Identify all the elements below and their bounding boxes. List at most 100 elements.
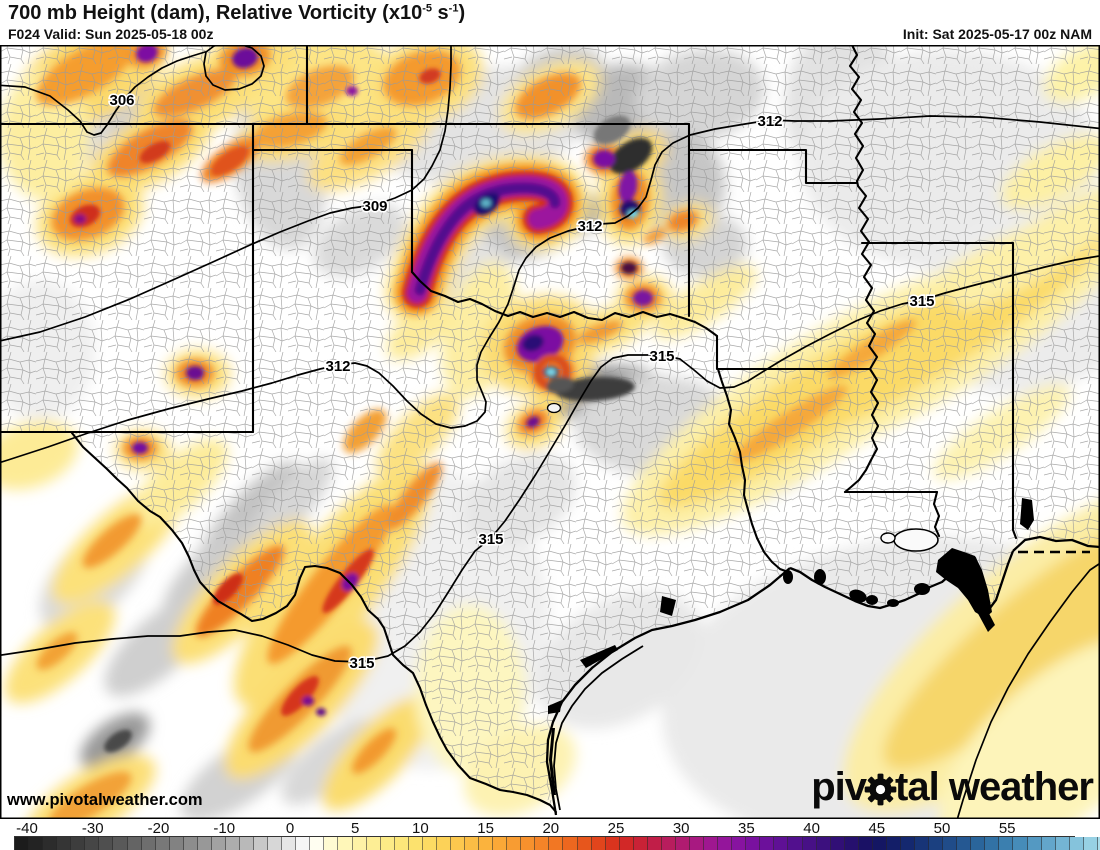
colorbar-segment <box>240 837 255 850</box>
colorbar-segment <box>493 837 508 850</box>
contour-312 <box>0 115 1100 464</box>
colorbar-segment <box>141 837 156 850</box>
valid-time-label: F024 Valid: Sun 2025-05-18 00z <box>8 26 214 42</box>
colorbar-segment <box>872 837 887 850</box>
colorbar-segment <box>113 837 128 850</box>
colorbar-segment <box>577 837 592 850</box>
colorbar-segment <box>1013 837 1028 850</box>
contour-labels: 306 309 312 312 312 315 315 315 315 <box>108 90 936 673</box>
colorbar-segment <box>591 837 606 850</box>
colorbar-segment <box>254 837 269 850</box>
contour-label: 306 <box>109 92 134 109</box>
colorbar-segment <box>915 837 930 850</box>
colorbar-strip: -40 -30 -20 -10 0 5 10 15 20 25 30 35 40 45 50 55 <box>0 820 1100 850</box>
colorbar-segment <box>211 837 226 850</box>
colorbar-segment <box>900 837 915 850</box>
colorbar-segment <box>619 837 634 850</box>
colorbar-segment <box>647 837 662 850</box>
colorbar-segment <box>633 837 648 850</box>
rio-grande <box>70 431 558 814</box>
colorbar-segment <box>929 837 944 850</box>
contour-label: 312 <box>757 113 782 130</box>
colorbar-segment <box>408 837 423 850</box>
colorbar-segment <box>43 837 58 850</box>
mississippi-river <box>843 45 880 494</box>
colorbar-segment <box>282 837 297 850</box>
map-frame <box>0 45 1100 819</box>
colorbar-tick-label: -20 <box>147 820 170 837</box>
colorbar-segment <box>338 837 353 850</box>
colorbar-segment <box>352 837 367 850</box>
colorbar-tick-label: 45 <box>868 820 886 837</box>
init-time-label: Init: Sat 2025-05-17 00z NAM <box>902 26 1092 42</box>
lake-maurepas <box>880 532 896 544</box>
colorbar-segment <box>943 837 958 850</box>
contour-small-closed <box>546 402 562 414</box>
coastline <box>545 498 1100 816</box>
colorbar-segment <box>732 837 747 850</box>
colorbar-segment <box>155 837 170 850</box>
colorbar-segment <box>844 837 859 850</box>
colorbar-segment <box>71 837 86 850</box>
colorbar-segment <box>85 837 100 850</box>
barrier-islands <box>553 645 644 811</box>
colorbar-segment <box>971 837 986 850</box>
colorbar-segment <box>507 837 522 850</box>
contour-306-loop <box>203 45 265 91</box>
mobile-bay <box>1020 498 1034 530</box>
colorbar-tick-label: 30 <box>672 820 690 837</box>
colorbar-segment <box>1097 837 1100 850</box>
colorbar-segment <box>310 837 325 850</box>
colorbar-tick-label: 20 <box>542 820 560 837</box>
red-river <box>410 270 719 338</box>
gear-icon <box>864 773 897 805</box>
colorbar-segment <box>1069 837 1084 850</box>
colorbar-tick-label: 10 <box>412 820 429 837</box>
contour-309 <box>0 45 452 342</box>
colorbar-segment <box>1027 837 1042 850</box>
header: 700 mb Height (dam), Relative Vorticity … <box>0 0 1100 45</box>
colorbar-segment <box>127 837 142 850</box>
colorbar-tick-label: 55 <box>998 820 1016 837</box>
colorbar-segment <box>1041 837 1056 850</box>
colorbar-segment <box>183 837 198 850</box>
colorbar-segment <box>999 837 1014 850</box>
colorbar-tick-label: 0 <box>285 820 295 837</box>
contour-label: 309 <box>362 198 387 215</box>
colorbar-tick-label: 5 <box>351 820 360 837</box>
colorbar-segment <box>704 837 719 850</box>
watermark-url: www.pivotalweather.com <box>7 791 203 809</box>
colorbar-segment <box>465 837 480 850</box>
colorbar-segment <box>29 837 44 850</box>
colorbar-segment <box>225 837 240 850</box>
colorbar-segment <box>15 837 30 850</box>
colorbar-tick-label: -10 <box>213 820 236 837</box>
colorbar-segment <box>450 837 465 850</box>
contour-label: 315 <box>909 293 934 310</box>
colorbar-segment <box>99 837 114 850</box>
colorbar-segment <box>690 837 705 850</box>
colorbar-segment <box>788 837 803 850</box>
colorbar-segment <box>57 837 72 850</box>
bays-and-lakes <box>548 498 1034 795</box>
colorbar-tick-label: -40 <box>16 820 38 837</box>
lake-pontchartrain <box>893 528 939 552</box>
colorbar-segment <box>521 837 536 850</box>
colorbar-segment <box>760 837 775 850</box>
contour-label: 312 <box>325 358 350 375</box>
colorbar-segment <box>675 837 690 850</box>
logo-text-pre: piv <box>811 765 867 809</box>
colorbar-segment <box>1083 837 1098 850</box>
contour-label: 315 <box>478 531 503 548</box>
colorbar-segment <box>197 837 212 850</box>
colorbar-tick-label: 40 <box>803 820 820 837</box>
colorbar-segment <box>661 837 676 850</box>
contour-label: 315 <box>349 655 374 672</box>
colorbar-tick-label: 35 <box>738 820 755 837</box>
colorbar-segment <box>436 837 451 850</box>
colorbar-segment <box>268 837 283 850</box>
colorbar-tick-label: 25 <box>607 820 625 837</box>
colorbar-segment <box>605 837 620 850</box>
